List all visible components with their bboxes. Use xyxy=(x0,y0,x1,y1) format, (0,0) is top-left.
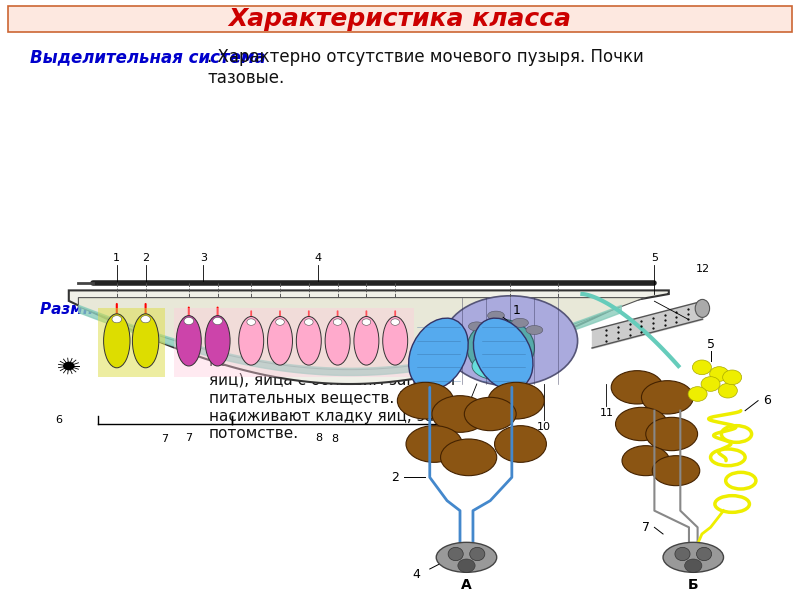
Text: 7: 7 xyxy=(642,521,650,534)
Text: А: А xyxy=(461,578,472,592)
Circle shape xyxy=(710,367,729,382)
Ellipse shape xyxy=(382,317,408,365)
Ellipse shape xyxy=(406,425,462,463)
Ellipse shape xyxy=(642,380,694,414)
Circle shape xyxy=(718,383,738,398)
Circle shape xyxy=(63,362,74,370)
Ellipse shape xyxy=(464,397,516,431)
Ellipse shape xyxy=(478,343,494,352)
Circle shape xyxy=(688,386,707,401)
Ellipse shape xyxy=(502,336,518,346)
Ellipse shape xyxy=(443,296,578,386)
Ellipse shape xyxy=(695,299,710,317)
Circle shape xyxy=(362,319,370,325)
Ellipse shape xyxy=(470,547,485,560)
Text: 5: 5 xyxy=(706,337,714,350)
Ellipse shape xyxy=(488,311,504,320)
Text: 8: 8 xyxy=(332,434,338,445)
Circle shape xyxy=(334,319,342,325)
Ellipse shape xyxy=(398,382,454,419)
Circle shape xyxy=(247,319,255,325)
Ellipse shape xyxy=(205,316,230,366)
Ellipse shape xyxy=(238,317,264,365)
Circle shape xyxy=(184,317,194,325)
Ellipse shape xyxy=(663,542,723,572)
Ellipse shape xyxy=(267,317,293,365)
Text: Выделительная система: Выделительная система xyxy=(30,48,266,66)
Text: 4: 4 xyxy=(315,253,322,263)
Ellipse shape xyxy=(474,318,533,390)
Ellipse shape xyxy=(436,542,497,572)
Ellipse shape xyxy=(526,325,542,335)
Ellipse shape xyxy=(622,446,670,476)
Circle shape xyxy=(722,370,742,385)
Ellipse shape xyxy=(697,547,712,560)
Text: 1: 1 xyxy=(114,253,120,263)
Text: Размножение и развитие: Размножение и развитие xyxy=(40,302,262,317)
Text: Б: Б xyxy=(688,578,698,592)
Circle shape xyxy=(685,559,702,572)
Ellipse shape xyxy=(432,395,488,433)
Text: 12: 12 xyxy=(695,264,710,274)
Text: 3: 3 xyxy=(200,253,206,263)
Text: Характеристика класса: Характеристика класса xyxy=(229,7,571,31)
Text: 7: 7 xyxy=(162,434,168,445)
Text: . В
половой системе произошла
редукция правого яичника (в связи с
полетом и откл: . В половой системе произошла редукция п… xyxy=(209,302,512,441)
Text: 2: 2 xyxy=(142,253,149,263)
Polygon shape xyxy=(174,308,414,377)
Ellipse shape xyxy=(409,318,468,390)
Ellipse shape xyxy=(176,316,202,366)
Text: 8: 8 xyxy=(315,433,322,443)
Polygon shape xyxy=(78,298,645,370)
Circle shape xyxy=(701,377,720,391)
Ellipse shape xyxy=(325,317,350,365)
Text: 11: 11 xyxy=(599,408,614,418)
Ellipse shape xyxy=(615,407,667,440)
Ellipse shape xyxy=(494,425,546,463)
Ellipse shape xyxy=(467,319,534,377)
Ellipse shape xyxy=(133,314,158,368)
Polygon shape xyxy=(69,290,669,384)
Ellipse shape xyxy=(652,455,700,485)
Ellipse shape xyxy=(469,322,485,331)
Ellipse shape xyxy=(296,317,322,365)
Polygon shape xyxy=(98,308,165,377)
Text: 7: 7 xyxy=(186,433,192,443)
Text: 6: 6 xyxy=(56,415,62,425)
Text: 9: 9 xyxy=(459,422,466,432)
Text: 4: 4 xyxy=(413,568,421,581)
Text: . Характерно отсутствие мочевого пузыря. Почки
тазовые.: . Характерно отсутствие мочевого пузыря.… xyxy=(207,48,644,87)
Circle shape xyxy=(693,360,711,374)
Circle shape xyxy=(391,319,399,325)
Circle shape xyxy=(141,316,150,323)
Text: 6: 6 xyxy=(762,394,770,407)
Ellipse shape xyxy=(675,547,690,560)
Ellipse shape xyxy=(448,547,463,560)
Ellipse shape xyxy=(488,382,544,419)
Circle shape xyxy=(276,319,284,325)
Ellipse shape xyxy=(646,418,698,451)
Ellipse shape xyxy=(512,318,528,327)
Circle shape xyxy=(305,319,313,325)
Ellipse shape xyxy=(354,317,379,365)
Circle shape xyxy=(112,316,122,323)
FancyBboxPatch shape xyxy=(8,6,792,32)
Circle shape xyxy=(213,317,222,325)
Ellipse shape xyxy=(104,314,130,368)
Circle shape xyxy=(458,559,475,572)
Text: 3: 3 xyxy=(508,404,516,417)
Ellipse shape xyxy=(441,439,497,476)
Text: 10: 10 xyxy=(537,422,551,432)
Text: 1: 1 xyxy=(512,304,520,317)
Ellipse shape xyxy=(611,371,663,404)
Text: 2: 2 xyxy=(391,471,399,484)
Text: 5: 5 xyxy=(651,253,658,263)
Ellipse shape xyxy=(472,352,530,380)
